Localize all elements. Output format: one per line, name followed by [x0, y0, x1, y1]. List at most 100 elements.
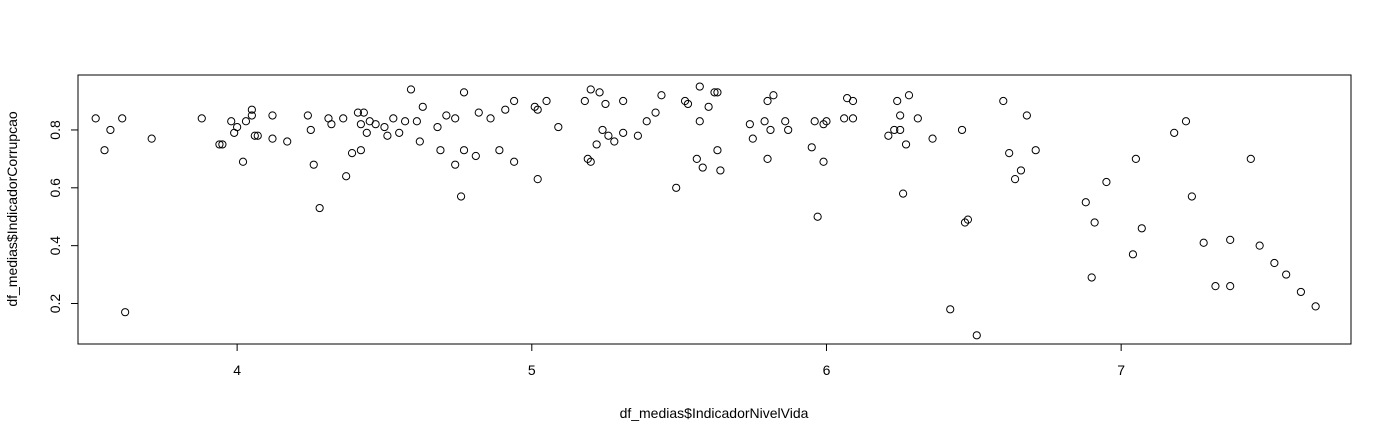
data-point [769, 91, 778, 100]
data-point [1246, 154, 1255, 163]
data-point [1170, 128, 1179, 137]
data-point [1226, 282, 1235, 291]
y-tick-label: 0.8 [47, 120, 63, 140]
data-point [784, 125, 793, 135]
data-point [250, 131, 259, 140]
x-tick-label: 4 [233, 362, 241, 378]
data-point [1081, 198, 1090, 207]
data-point [238, 157, 248, 166]
data-point [253, 131, 262, 140]
data-point [695, 82, 704, 91]
x-axis-title: df_medias$IndicadorNivelVida [620, 405, 809, 421]
data-point [451, 160, 460, 169]
data-point [415, 137, 424, 146]
data-point [813, 212, 822, 221]
data-point [698, 163, 707, 172]
data-point [704, 102, 713, 111]
data-point [642, 117, 651, 126]
y-axis-title: df_medias$IndicadorCorrupcao [4, 111, 20, 307]
data-point [510, 157, 519, 166]
data-point [218, 140, 227, 149]
data-point [356, 146, 365, 155]
data-point [848, 96, 858, 106]
data-point [766, 125, 775, 135]
data-point [1005, 148, 1014, 158]
data-point [1211, 282, 1220, 291]
data-point [459, 88, 469, 97]
data-point [309, 160, 318, 169]
data-point [1255, 241, 1264, 250]
data-point [283, 137, 292, 146]
x-axis: 4 5 6 7 [233, 343, 1125, 378]
data-point [436, 146, 445, 155]
data-point [893, 96, 902, 106]
data-point [710, 88, 719, 97]
data-point [963, 215, 973, 224]
data-point [362, 128, 371, 137]
data-point [530, 102, 539, 111]
data-point [197, 114, 206, 123]
data-point [247, 105, 256, 114]
data-point [533, 175, 542, 184]
data-point [1016, 166, 1026, 175]
data-point [227, 117, 236, 126]
data-point [554, 122, 563, 132]
data-point [486, 114, 495, 123]
data-point [610, 137, 619, 146]
data-point [619, 128, 628, 137]
data-point [595, 88, 604, 97]
data-point [904, 91, 914, 100]
data-point [400, 117, 410, 126]
data-point [1128, 250, 1138, 259]
y-axis: 0.2 0.4 0.6 0.8 [47, 120, 79, 314]
y-tick-label: 0.4 [47, 236, 63, 256]
data-point [459, 146, 469, 155]
data-point [501, 105, 510, 114]
data-point [1131, 154, 1140, 163]
data-point [748, 134, 757, 143]
data-point [890, 125, 899, 135]
data-point [840, 114, 849, 123]
data-point [657, 91, 666, 100]
data-point [412, 117, 421, 126]
data-point [356, 120, 365, 129]
data-point [327, 120, 336, 129]
data-point [371, 120, 380, 129]
x-tick-label: 7 [1117, 362, 1125, 378]
data-point [763, 96, 772, 106]
data-point [598, 125, 607, 135]
data-point [1102, 177, 1111, 187]
data-point [781, 117, 790, 126]
data-point [819, 120, 828, 129]
data-point [241, 117, 251, 126]
data-point [592, 140, 601, 149]
data-point [347, 148, 357, 158]
data-point [1199, 238, 1208, 247]
data-point [1226, 235, 1235, 244]
x-tick-label: 6 [823, 362, 831, 378]
data-point [1296, 287, 1306, 297]
data-point [683, 99, 693, 109]
data-point [913, 114, 922, 123]
y-tick-label: 0.2 [47, 294, 63, 314]
data-point [1087, 273, 1096, 282]
data-point [619, 96, 628, 106]
data-point [353, 108, 363, 117]
data-point [456, 192, 466, 201]
data-point [586, 85, 595, 94]
data-point [471, 151, 480, 161]
data-point [268, 134, 277, 143]
data-point [672, 183, 681, 192]
data-point [495, 146, 504, 155]
data-point [763, 154, 772, 163]
data-point [713, 146, 722, 155]
data-point [972, 331, 981, 340]
data-point [121, 308, 130, 317]
data-point [380, 122, 389, 132]
data-point [306, 125, 315, 135]
data-point [1181, 117, 1191, 126]
data-point [1187, 192, 1196, 201]
data-point [215, 140, 224, 149]
data-point [1137, 224, 1146, 233]
